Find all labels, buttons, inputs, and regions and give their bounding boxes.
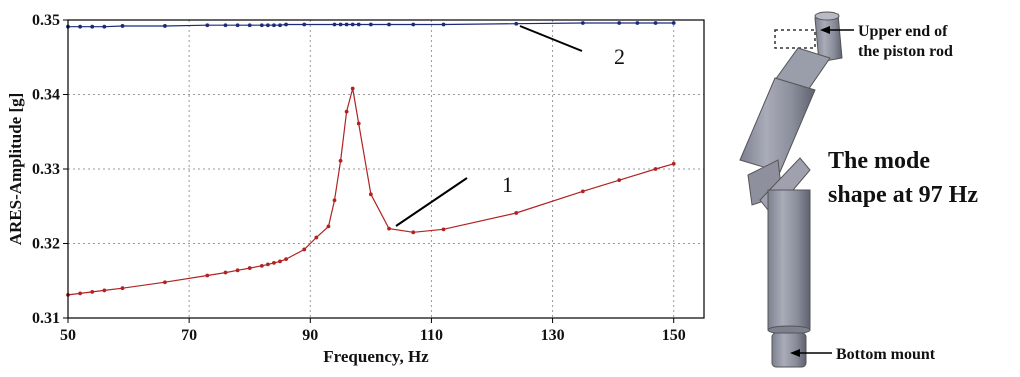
series-2-point	[368, 22, 373, 27]
series-2-point	[338, 22, 343, 27]
series-1-point	[326, 224, 331, 229]
callouts: 1 2	[395, 25, 625, 227]
series-2-point	[78, 24, 83, 29]
frequency-response-chart: 1 2 50 70 90 110 130 1500.310.320.330.340.35 …	[6, 12, 705, 366]
series-2-point	[90, 24, 95, 29]
series-2-point	[635, 21, 640, 25]
series-1-point	[265, 262, 270, 267]
callout-leader-2	[519, 25, 583, 52]
series-1-point	[387, 226, 391, 231]
series-2-point	[235, 23, 240, 28]
series-1-point	[368, 192, 373, 197]
series-2-point	[223, 23, 228, 28]
y-axis-label: ARES-Amplitude [g]	[6, 93, 25, 246]
series-1-point	[302, 247, 307, 252]
series-2-point	[514, 21, 519, 26]
series-1-point	[223, 270, 228, 275]
series-2-point	[163, 24, 167, 28]
series-1-point	[259, 263, 264, 268]
y-tick-label-3: 0.34	[32, 87, 60, 104]
series-2-point	[302, 22, 307, 27]
series-1-point	[314, 235, 319, 240]
y-tick-label-2: 0.33	[32, 161, 60, 178]
series-1-point	[272, 260, 276, 265]
series-2-point	[411, 22, 416, 27]
series-1-point	[284, 257, 288, 262]
x-tick-label-0: 50	[60, 327, 76, 344]
y-tick-label-0: 0.31	[32, 310, 60, 327]
series-1-point	[411, 230, 416, 235]
label-upper-end-line1: Upper end of	[858, 23, 948, 40]
series-1-point	[653, 167, 658, 171]
series-layer	[66, 21, 676, 297]
series-1-point	[617, 178, 622, 183]
series-2-point	[580, 21, 585, 25]
series-1-point	[350, 86, 355, 91]
plot-frame	[67, 19, 705, 319]
series-2-point	[120, 24, 125, 28]
x-tick-label-3: 110	[420, 327, 443, 344]
series-2-point	[205, 23, 210, 28]
series-2-point	[272, 23, 276, 28]
series-2-point	[387, 22, 391, 27]
series-1-point	[278, 259, 282, 264]
series-1-point	[120, 286, 125, 291]
series-2-point	[350, 22, 355, 27]
series-1-point	[441, 227, 446, 232]
series-1-point	[247, 266, 252, 270]
axes: 50 70 90 110 130 150 0.31 0.32 0.33 0.34 0.35	[32, 12, 705, 344]
series-1-point	[671, 161, 676, 166]
callout-label-2: 2	[614, 44, 625, 69]
mode-caption-line2: shape at 97 Hz	[828, 182, 978, 208]
series-2-point	[102, 24, 107, 29]
series-1-point	[163, 280, 167, 285]
series-2-point	[671, 21, 676, 25]
y-tick-label-1: 0.32	[32, 236, 60, 253]
series-2-point	[441, 22, 446, 27]
series-1-point	[235, 268, 240, 273]
label-bottom-mount: Bottom mount	[836, 346, 936, 363]
series-2-point	[617, 21, 622, 25]
series-1-point	[332, 198, 337, 203]
series-1-line	[67, 88, 674, 296]
top-label-arrow	[820, 26, 830, 34]
series-2-point	[332, 22, 337, 27]
mode-shape-figure: Upper end of the piston rod The mode sha…	[739, 11, 978, 368]
grid	[68, 19, 704, 318]
series-2-point	[247, 23, 252, 28]
series-1-point	[205, 273, 210, 278]
x-tick-label-2: 90	[302, 327, 318, 344]
callout-label-1: 1	[502, 172, 513, 197]
x-axis-label: Frequency, Hz	[323, 347, 429, 366]
callout-leader-1	[395, 177, 468, 227]
series-2-point	[284, 22, 288, 27]
x-tick-label-1: 70	[181, 327, 197, 344]
series-2-point	[259, 23, 264, 28]
series-2-point	[265, 23, 270, 28]
series-1-point	[344, 109, 349, 114]
series-2-point	[653, 21, 658, 25]
series-1-point	[90, 290, 95, 294]
series-1-point	[102, 288, 107, 293]
mode-caption-line1: The mode	[828, 148, 930, 174]
x-tick-label-5: 150	[662, 327, 686, 344]
series-1-point	[78, 291, 83, 296]
x-tick-label-4: 130	[541, 327, 565, 344]
series-1-point	[514, 211, 519, 215]
label-upper-end-line2: the piston rod	[858, 43, 953, 60]
series-1-point	[356, 121, 361, 126]
series-2-point	[278, 23, 282, 28]
series-1-point	[338, 158, 343, 163]
series-1-point	[580, 189, 585, 194]
bottom-label-arrow	[790, 349, 800, 357]
series-2-point	[344, 22, 349, 27]
series-2-point	[356, 22, 361, 27]
shock-absorber-drawing	[739, 11, 843, 368]
y-tick-label-4: 0.35	[32, 12, 60, 29]
